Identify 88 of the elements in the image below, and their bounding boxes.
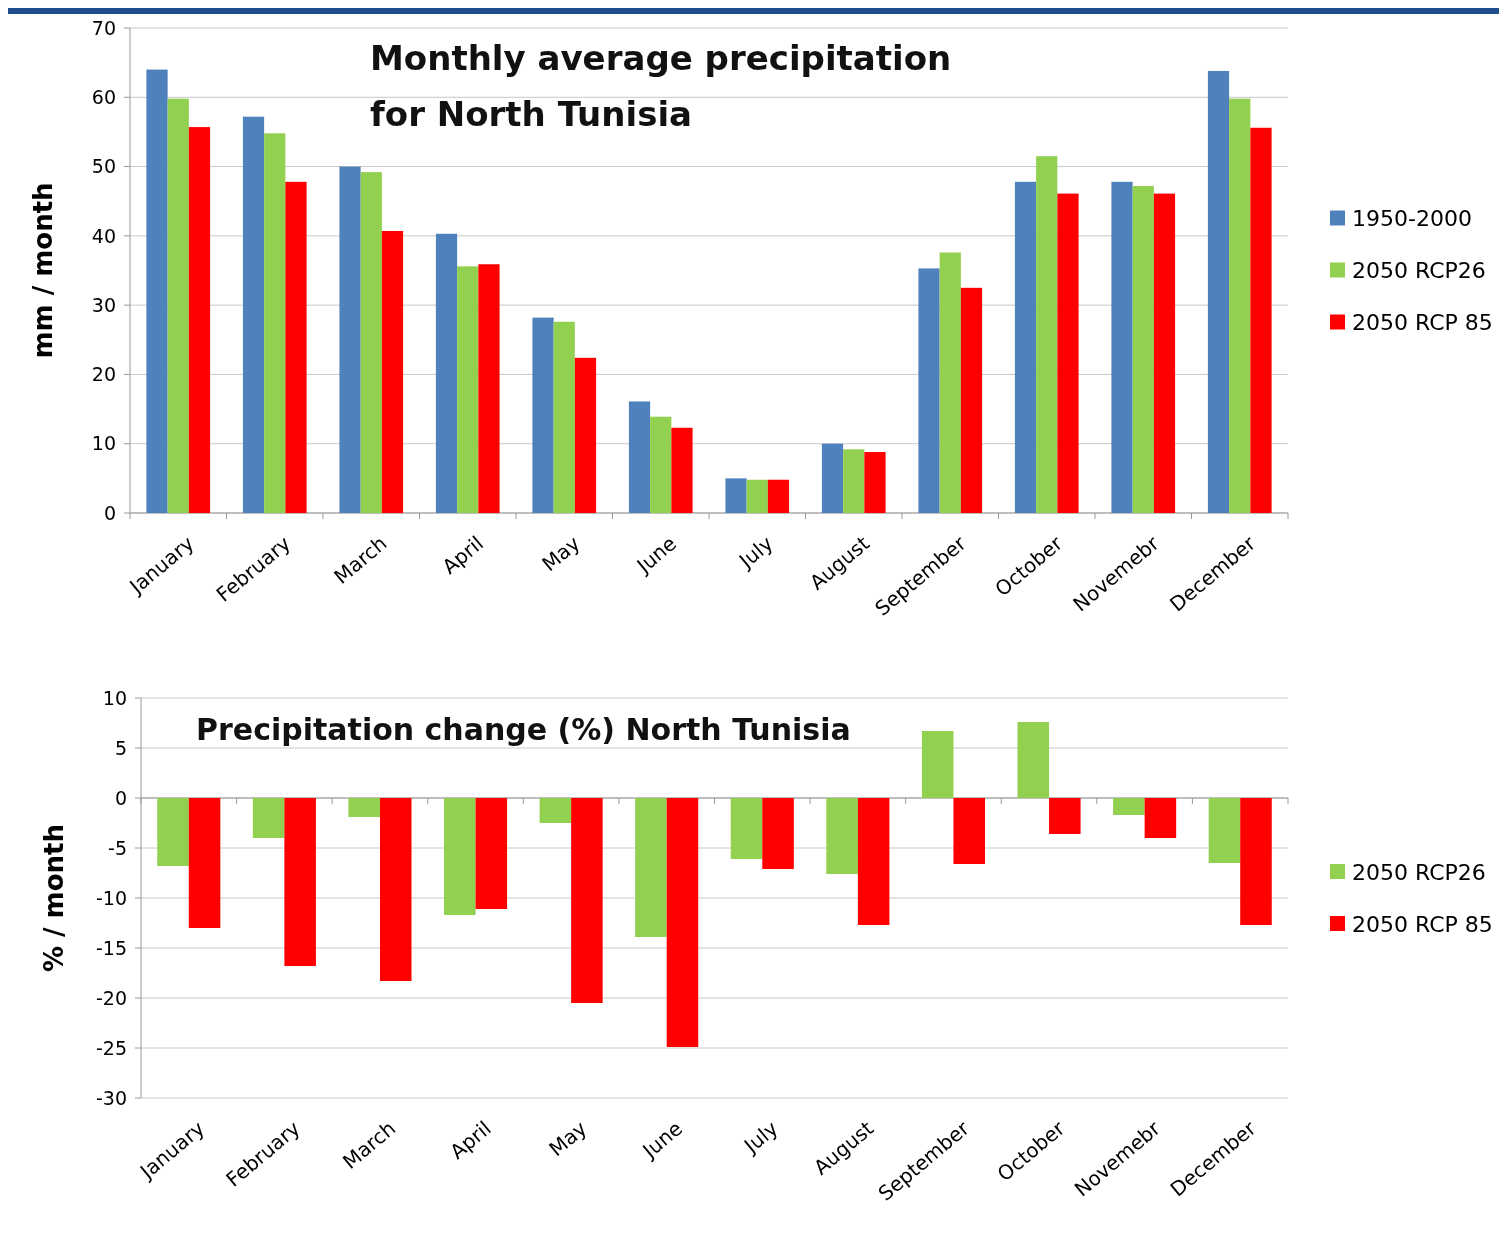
y-tick-label: 70 xyxy=(91,16,116,39)
bar xyxy=(762,798,794,869)
bar xyxy=(1240,798,1272,925)
bar xyxy=(1014,181,1037,513)
bar xyxy=(857,798,890,925)
bar xyxy=(539,798,572,823)
y-tick-label: 10 xyxy=(102,686,127,709)
x-tick-label: May xyxy=(544,1116,592,1162)
y-tick-label: 50 xyxy=(91,155,116,178)
legend-label: 2050 RCP 85 xyxy=(1352,310,1493,336)
bar xyxy=(188,127,211,513)
bar xyxy=(921,731,954,798)
bar xyxy=(1113,798,1145,815)
bar xyxy=(348,798,380,817)
x-tick-label: May xyxy=(537,531,585,577)
bar xyxy=(1229,98,1251,513)
y-axis-title: % / month xyxy=(39,823,69,973)
bar xyxy=(960,287,983,513)
bar xyxy=(242,116,265,513)
bar xyxy=(574,357,597,513)
bar xyxy=(532,317,554,513)
bar xyxy=(671,427,693,513)
y-axis-title: mm / month xyxy=(28,182,58,359)
bar xyxy=(1132,185,1154,513)
y-tick-label: -5 xyxy=(108,836,127,859)
bar xyxy=(339,166,361,513)
bar xyxy=(553,321,575,513)
bar xyxy=(953,798,985,864)
bar xyxy=(635,798,667,937)
bar xyxy=(1250,127,1272,513)
bar xyxy=(188,798,221,928)
bar xyxy=(478,264,500,513)
text: Monthly average precipitation for North Tunisia xyxy=(370,38,952,134)
bar xyxy=(444,798,476,915)
bar xyxy=(457,266,479,513)
y-tick-label: -10 xyxy=(95,886,127,909)
bar xyxy=(1017,722,1050,798)
bar xyxy=(360,172,382,513)
legend-label: 1950-2000 xyxy=(1352,206,1472,232)
y-tick-label: 5 xyxy=(114,736,127,759)
bar xyxy=(264,133,286,513)
bar xyxy=(864,452,886,513)
bar xyxy=(1144,798,1177,838)
text: Precipitation change (%) North Tunisia xyxy=(196,712,851,747)
bar xyxy=(918,268,940,513)
bar xyxy=(435,233,458,513)
y-tick-label: -30 xyxy=(95,1086,127,1109)
bar xyxy=(167,98,189,513)
bar xyxy=(1153,193,1176,513)
bar xyxy=(1036,156,1058,513)
legend-label: 2050 RCP26 xyxy=(1352,859,1486,885)
y-tick-label: 20 xyxy=(91,363,116,386)
bar xyxy=(1057,193,1079,513)
bar xyxy=(157,798,189,866)
bar xyxy=(379,798,412,981)
y-tick-label: 60 xyxy=(91,85,116,108)
y-tick-label: 30 xyxy=(91,293,116,316)
bar xyxy=(285,181,307,513)
bar xyxy=(1049,798,1081,834)
bar xyxy=(746,479,768,513)
y-tick-label: -20 xyxy=(95,986,127,1009)
y-tick-label: 0 xyxy=(103,501,116,524)
bar xyxy=(1207,70,1230,513)
bar xyxy=(146,69,168,513)
bar xyxy=(284,798,316,966)
y-tick-label: 10 xyxy=(91,432,116,455)
bar xyxy=(767,479,790,513)
bar xyxy=(826,798,858,874)
y-tick-label: 40 xyxy=(91,224,116,247)
bar xyxy=(381,231,404,513)
bar xyxy=(939,252,961,513)
bar xyxy=(1111,181,1133,513)
legend-label: 2050 RCP26 xyxy=(1352,258,1486,284)
bar xyxy=(843,449,865,513)
bar xyxy=(650,416,672,513)
bar xyxy=(1208,798,1241,863)
bar xyxy=(725,478,747,513)
bar xyxy=(252,798,285,838)
bar xyxy=(628,401,651,513)
legend-label: 2050 RCP 85 xyxy=(1352,911,1493,937)
y-tick-label: -25 xyxy=(95,1036,127,1059)
bar xyxy=(730,798,763,859)
bar xyxy=(666,798,699,1047)
bar xyxy=(821,443,844,513)
bar xyxy=(475,798,508,909)
y-tick-label: 0 xyxy=(114,786,127,809)
y-tick-label: -15 xyxy=(95,936,127,959)
bar xyxy=(571,798,603,1003)
